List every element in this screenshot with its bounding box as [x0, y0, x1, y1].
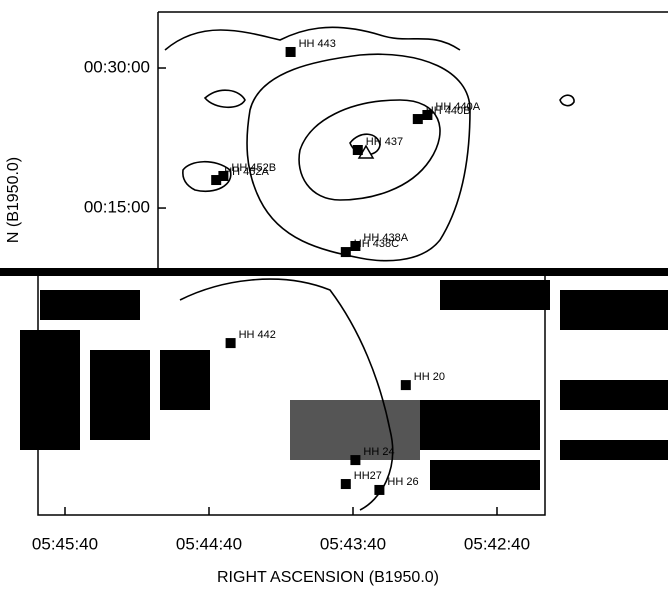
- point: [422, 109, 433, 120]
- point-label: HH 437: [366, 136, 403, 148]
- point: [350, 455, 361, 466]
- point-label: HH 438C: [354, 238, 399, 250]
- point: [285, 46, 296, 57]
- point-label: HH 24: [363, 446, 394, 458]
- point-label: HH 440B: [426, 105, 471, 117]
- point: [225, 338, 236, 349]
- point-label: HH 20: [414, 371, 445, 383]
- contours: [164, 26, 575, 262]
- point-label: HH 442: [239, 329, 276, 341]
- point: [340, 479, 351, 490]
- x-axis-label: RIGHT ASCENSION (B1950.0): [217, 569, 439, 586]
- x-tick-label: 05:43:40: [320, 534, 386, 553]
- point: [340, 247, 351, 258]
- point-label: HH 452A: [224, 166, 269, 178]
- y-tick-label: 00:30:00: [84, 57, 150, 76]
- x-tick-label: 05:45:40: [32, 534, 98, 553]
- x-tick-label: 05:44:40: [176, 534, 242, 553]
- frame: [37, 269, 546, 516]
- point: [211, 175, 222, 186]
- point: [352, 145, 363, 156]
- x-tick-label: 05:42:40: [464, 534, 530, 553]
- point: [374, 484, 385, 495]
- point: [218, 170, 229, 181]
- point-label: HH 438A: [363, 232, 408, 244]
- point-label: HH27: [354, 470, 382, 482]
- y-tick-label: 00:15:00: [84, 198, 150, 217]
- point-label: HH 452B: [231, 162, 276, 174]
- point: [350, 240, 361, 251]
- point: [400, 380, 411, 391]
- point-label: HH 440A: [435, 101, 480, 113]
- point: [412, 114, 423, 125]
- glitch-band: [0, 268, 668, 511]
- point-label: HH 443: [299, 38, 336, 50]
- point-label: HH 26: [387, 476, 418, 488]
- y-axis-label: N (B1950.0): [5, 157, 22, 243]
